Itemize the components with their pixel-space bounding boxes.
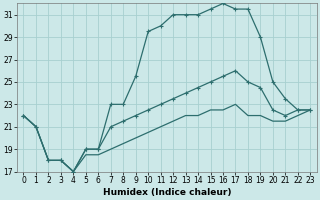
X-axis label: Humidex (Indice chaleur): Humidex (Indice chaleur) (103, 188, 231, 197)
